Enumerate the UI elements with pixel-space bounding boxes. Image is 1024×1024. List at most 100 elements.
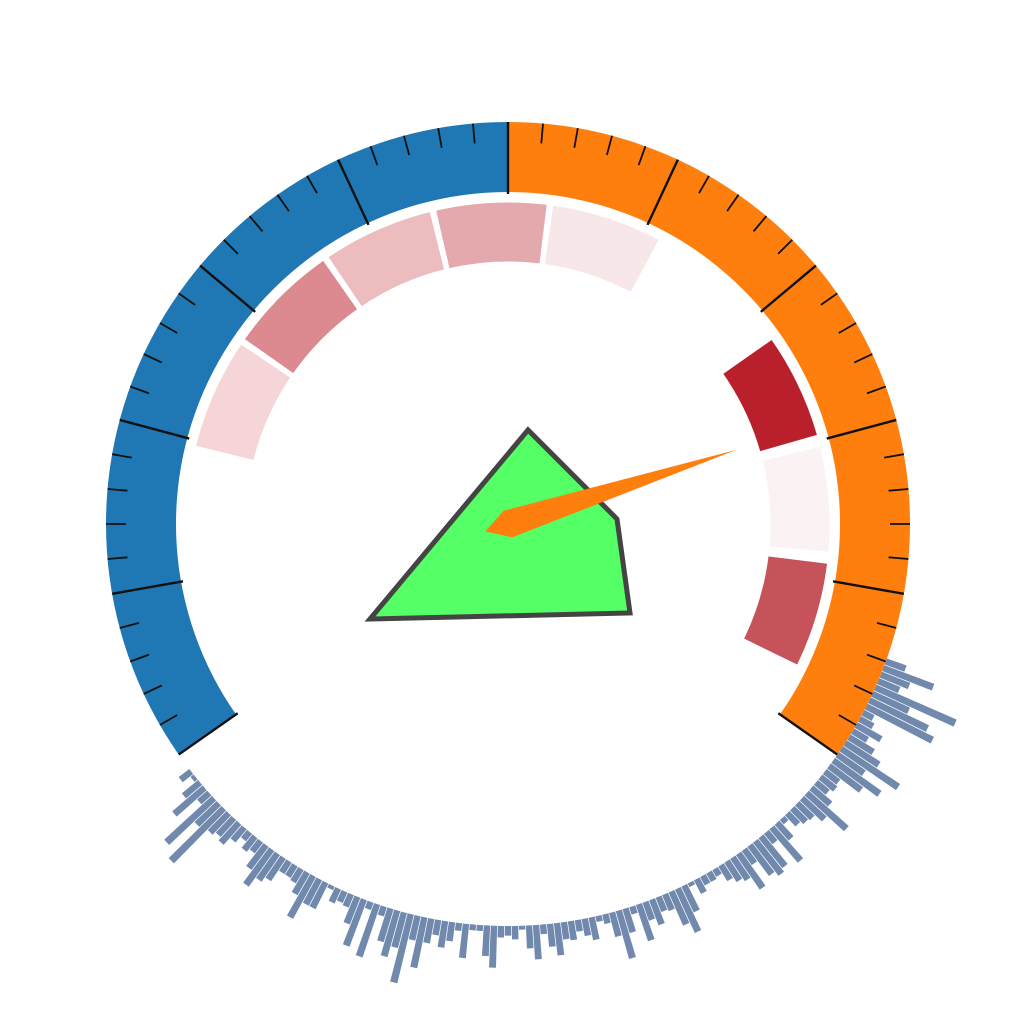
radial-bar [735, 851, 766, 890]
inner-band-3 [327, 210, 446, 308]
ring-segment-1 [106, 122, 508, 755]
radial-bar [380, 909, 401, 958]
major-tick [760, 264, 817, 313]
radial-bar [879, 671, 911, 690]
radial-bar [290, 866, 304, 884]
minor-tick [605, 135, 613, 156]
radial-bar [574, 919, 583, 932]
radial-bar [256, 851, 281, 882]
radial-bar [847, 734, 875, 756]
radial-bar [706, 870, 717, 883]
minor-tick [726, 194, 740, 212]
radial-bar [504, 925, 512, 936]
minor-tick [248, 215, 264, 232]
radial-bar [343, 895, 361, 925]
radial-bar [327, 883, 335, 891]
major-tick [199, 264, 256, 313]
radial-bar [595, 914, 603, 923]
radial-bar [511, 925, 519, 940]
radial-bar [302, 877, 323, 906]
radial-bar [469, 924, 477, 931]
radial-bar [870, 691, 911, 714]
radial-bar [181, 779, 203, 799]
minor-tick [129, 653, 150, 663]
radial-bar [309, 880, 329, 910]
radial-bar [279, 859, 292, 875]
radial-bar [291, 870, 310, 896]
radial-bar [476, 924, 484, 932]
radial-bar [481, 925, 491, 957]
minor-tick [223, 239, 239, 255]
radial-bar [769, 825, 804, 863]
gauge-needle [485, 449, 737, 538]
inner-band-8 [742, 555, 829, 666]
radial-bar [243, 847, 275, 887]
minor-tick [888, 556, 909, 560]
radial-bar [884, 658, 907, 672]
radial-bar [867, 697, 930, 732]
radial-bar [813, 779, 830, 795]
radial-bar [215, 815, 237, 838]
radial-bar [873, 684, 957, 727]
radial-bar [454, 922, 463, 932]
minor-tick [752, 215, 768, 232]
radial-bar [194, 800, 222, 827]
radial-bar [655, 895, 668, 913]
radial-bar [790, 806, 809, 825]
needle-layer [485, 449, 737, 538]
radial-bar [794, 800, 815, 821]
radial-bar [218, 820, 242, 845]
radial-bar [539, 924, 548, 935]
minor-tick [866, 653, 887, 663]
major-tick [178, 712, 239, 756]
radial-bar [629, 905, 638, 915]
radial-bar [758, 834, 788, 869]
radial-bar [850, 728, 870, 743]
radial-bar [675, 886, 702, 933]
inner-band-4 [434, 201, 548, 270]
minor-tick [178, 292, 196, 306]
ticks-layer [106, 122, 910, 756]
minor-tick [143, 353, 163, 364]
minor-tick [143, 684, 163, 695]
minor-tick [838, 322, 857, 334]
radial-bar [741, 847, 758, 866]
major-tick [119, 418, 190, 440]
radial-bar [839, 746, 901, 791]
major-tick [111, 580, 184, 595]
radial-bar [602, 913, 611, 925]
radial-bar [207, 810, 232, 835]
radial-bar [687, 880, 696, 888]
radial-bar [779, 815, 789, 825]
radial-bar [190, 774, 198, 782]
minor-tick [159, 714, 178, 726]
radial-bar [700, 874, 711, 886]
radial-bar [532, 924, 542, 960]
radial-bar [864, 703, 934, 744]
minor-tick [403, 135, 411, 156]
radial-bar [342, 892, 354, 908]
minor-tick [306, 175, 318, 194]
radial-bars-layer [164, 658, 957, 984]
radial-bar [774, 820, 794, 841]
inner-band-2 [243, 259, 359, 375]
radial-bar [377, 907, 394, 943]
radial-bar [546, 923, 556, 947]
inner-band-7 [761, 445, 831, 553]
minor-tick [159, 322, 178, 334]
radial-bar [518, 925, 526, 930]
inner-bands-layer [194, 201, 831, 666]
radial-bar [265, 855, 286, 882]
minor-tick [777, 239, 793, 255]
ring-segment-2 [508, 122, 910, 755]
radial-bar [197, 790, 212, 805]
radial-bar [391, 911, 408, 949]
radial-bar [831, 757, 882, 797]
radial-bar [497, 925, 505, 938]
radial-bar [799, 795, 827, 822]
minor-tick [107, 488, 128, 492]
radial-bar [747, 843, 775, 877]
radial-bar [712, 866, 722, 877]
radial-bar [432, 919, 442, 936]
